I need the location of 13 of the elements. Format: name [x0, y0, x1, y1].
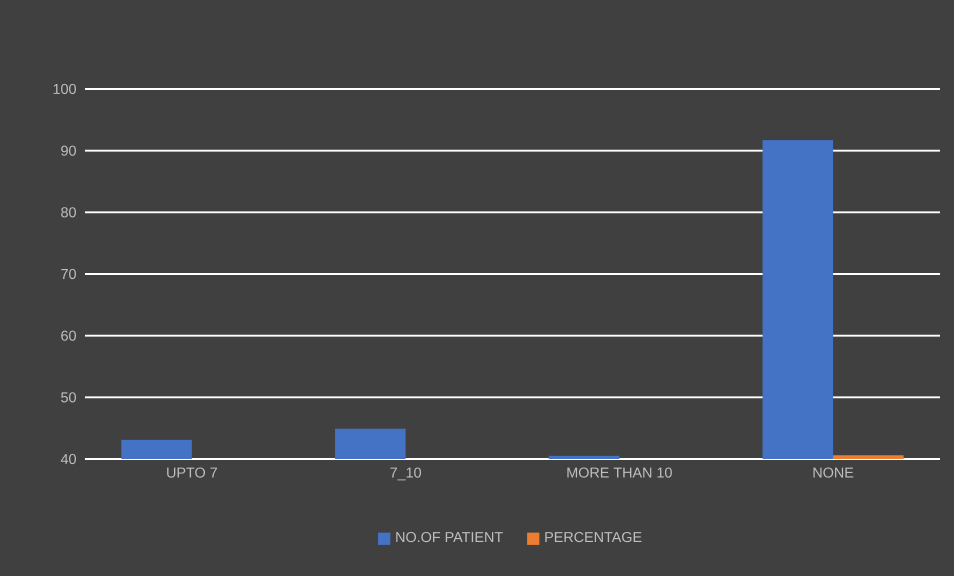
x-tick-label: NONE	[813, 467, 854, 478]
y-tick-label: 100	[54, 84, 76, 94]
x-tick-label: UPTO 7	[167, 467, 217, 478]
legend-label: PERCENTAGE	[545, 532, 642, 542]
x-tick-label: 7_10	[390, 467, 422, 480]
y-tick-label: 70	[61, 268, 76, 280]
y-tick-label: 90	[61, 146, 76, 156]
y-tick-label: 50	[61, 392, 76, 402]
y-tick-label: 80	[61, 207, 76, 218]
y-tick-label: 60	[61, 330, 76, 341]
y-tick-label: 40	[60, 454, 76, 464]
legend-label: NO.OF PATIENT	[396, 532, 503, 542]
x-tick-label: MORE THAN 10	[567, 467, 672, 478]
